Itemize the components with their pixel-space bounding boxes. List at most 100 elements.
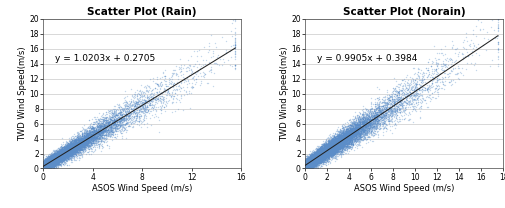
Point	[324, 143, 332, 146]
Point	[98, 126, 106, 130]
Point	[45, 158, 54, 162]
Point	[310, 158, 318, 161]
Point	[346, 141, 354, 145]
Point	[108, 116, 116, 119]
Point	[361, 118, 369, 121]
Point	[52, 156, 60, 160]
Point	[310, 157, 318, 160]
Point	[49, 157, 57, 160]
Point	[306, 164, 314, 167]
Point	[347, 131, 356, 134]
Point	[309, 153, 317, 156]
Point	[72, 139, 80, 142]
Point	[54, 161, 62, 165]
Point	[46, 159, 54, 163]
Point	[317, 145, 325, 148]
Point	[67, 142, 75, 146]
Point	[53, 156, 61, 160]
Point	[51, 154, 59, 157]
Point	[339, 138, 347, 141]
Point	[336, 144, 344, 147]
Point	[352, 129, 360, 132]
Point	[329, 147, 337, 150]
Point	[326, 148, 334, 151]
Point	[461, 35, 469, 38]
Point	[310, 160, 318, 163]
Point	[76, 129, 84, 132]
Point	[94, 118, 102, 121]
Point	[55, 155, 63, 158]
Point	[82, 144, 90, 147]
Point	[81, 134, 89, 137]
Point	[326, 148, 334, 152]
Point	[344, 137, 352, 141]
Point	[406, 78, 414, 81]
Point	[40, 163, 48, 167]
Point	[318, 154, 326, 157]
Point	[319, 152, 327, 155]
Point	[338, 132, 346, 135]
Point	[313, 155, 321, 158]
Point	[69, 144, 77, 147]
Point	[304, 163, 312, 166]
Point	[44, 163, 53, 167]
Point	[325, 147, 333, 150]
Point	[69, 149, 77, 152]
Point	[336, 146, 344, 149]
Point	[397, 99, 405, 102]
Point	[50, 157, 59, 160]
Point	[69, 143, 77, 146]
Point	[335, 142, 343, 145]
Point	[324, 150, 332, 154]
Point	[365, 117, 373, 120]
Point	[355, 138, 363, 141]
Point	[139, 94, 147, 97]
Point	[98, 127, 106, 131]
Point	[331, 144, 339, 147]
Point	[63, 155, 71, 158]
Point	[339, 141, 347, 144]
Point	[53, 159, 61, 163]
Point	[42, 160, 50, 164]
Point	[105, 111, 113, 114]
Point	[301, 165, 310, 169]
Point	[313, 157, 321, 160]
Point	[323, 151, 331, 154]
Point	[329, 139, 337, 142]
Point	[309, 160, 317, 163]
Point	[43, 167, 52, 170]
Point	[306, 157, 314, 161]
Point	[305, 160, 313, 164]
Point	[312, 159, 320, 162]
Point	[40, 167, 48, 170]
Point	[310, 154, 318, 157]
Point	[146, 103, 154, 106]
Point	[322, 149, 330, 152]
Point	[361, 124, 369, 128]
Point	[90, 135, 98, 138]
Point	[329, 145, 337, 149]
Point	[79, 137, 87, 140]
Point	[334, 138, 342, 141]
Point	[125, 118, 133, 121]
Point	[346, 124, 354, 127]
Point	[330, 145, 338, 149]
Point	[50, 154, 58, 157]
Point	[350, 133, 359, 136]
Point	[48, 153, 57, 157]
Point	[303, 160, 311, 163]
Point	[111, 132, 119, 135]
Point	[328, 145, 336, 149]
Point	[345, 133, 353, 137]
Point	[314, 153, 322, 157]
Point	[53, 156, 61, 159]
Point	[355, 136, 363, 139]
Point	[96, 135, 105, 139]
Point	[41, 160, 49, 164]
Point	[390, 111, 398, 114]
Point	[333, 143, 341, 147]
Point	[117, 112, 125, 116]
Point	[330, 140, 338, 143]
Point	[73, 149, 81, 152]
Point	[472, 47, 480, 51]
